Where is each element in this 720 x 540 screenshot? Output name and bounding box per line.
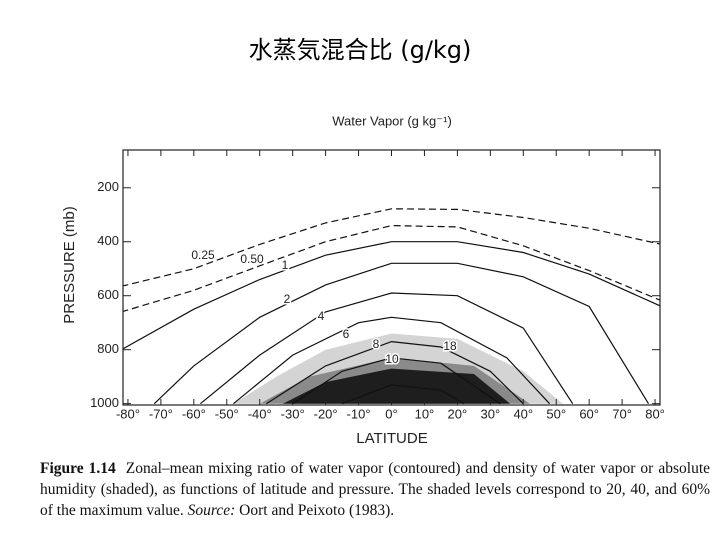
contour-label: 6 xyxy=(343,327,350,341)
x-tick-label: -30° xyxy=(281,406,305,421)
x-tick-label: 80° xyxy=(645,406,665,421)
contour-line xyxy=(123,241,660,350)
x-tick-label: 30° xyxy=(480,406,500,421)
contour-label: 0.50 xyxy=(240,252,264,266)
caption-text: Zonal–mean mixing ratio of water vapor (… xyxy=(40,460,711,519)
y-tick-label: 1000 xyxy=(90,395,119,410)
x-tick-label: -40° xyxy=(248,406,272,421)
x-tick-label: -50° xyxy=(215,406,239,421)
contour-label: 10 xyxy=(385,352,399,366)
x-tick-label: 0° xyxy=(385,406,397,421)
chart-title: Water Vapor (g kg⁻¹) xyxy=(332,113,452,128)
contour-layer xyxy=(123,208,660,405)
x-tick-label: -70° xyxy=(149,406,173,421)
contour-line xyxy=(341,384,465,405)
x-tick-label: 10° xyxy=(415,406,435,421)
y-axis-label: PRESSURE (mb) xyxy=(61,206,78,324)
caption: Figure 1.14 Zonal–mean mixing ratio of wa… xyxy=(40,458,710,521)
contour-label: 8 xyxy=(373,337,380,351)
source: Oort and Peixoto (1983). xyxy=(239,502,395,519)
x-tick-label: 50° xyxy=(546,406,566,421)
x-tick-label: -80° xyxy=(116,406,140,421)
y-tick-label: 800 xyxy=(97,341,119,356)
x-tick-label: 60° xyxy=(579,406,599,421)
x-tick-label: -60° xyxy=(182,406,206,421)
contour-label: 1 xyxy=(282,258,289,272)
contour-line xyxy=(292,357,501,405)
x-tick-label: 70° xyxy=(612,406,632,421)
x-tick-label: -10° xyxy=(347,406,371,421)
contour-line xyxy=(153,262,650,405)
contour-line xyxy=(233,316,551,405)
contour-label: 0.25 xyxy=(191,248,215,262)
y-tick-label: 200 xyxy=(97,179,119,194)
x-tick-label: -20° xyxy=(314,406,338,421)
contour-line xyxy=(200,292,574,405)
y-tick-label: 600 xyxy=(97,287,119,302)
x-axis-label: LATITUDE xyxy=(356,430,427,447)
x-tick-label: 40° xyxy=(513,406,533,421)
contour-line xyxy=(123,208,660,287)
contour-label: 4 xyxy=(318,309,325,323)
x-tick-label: 20° xyxy=(448,406,468,421)
contour-label: 18 xyxy=(443,339,457,353)
contour-line xyxy=(265,340,524,405)
contour-line xyxy=(123,224,660,313)
figure-label: Figure 1.14 xyxy=(40,460,116,477)
slide-title: 水蒸気混合比 (g/kg) xyxy=(248,36,472,64)
shaded-region xyxy=(282,368,511,404)
y-tick-label: 400 xyxy=(97,233,119,248)
contour-label: 2 xyxy=(284,292,291,306)
shading-layer xyxy=(233,333,563,404)
source-label: Source: xyxy=(187,502,236,519)
